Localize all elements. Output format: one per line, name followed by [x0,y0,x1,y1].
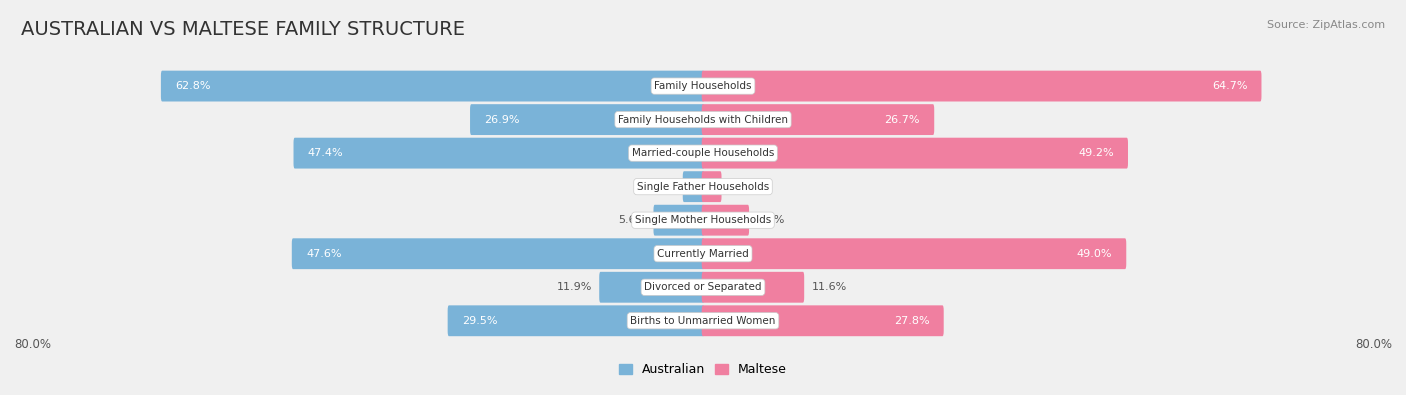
FancyBboxPatch shape [702,305,943,336]
Text: 64.7%: 64.7% [1212,81,1247,91]
FancyBboxPatch shape [294,138,704,169]
Text: 5.6%: 5.6% [617,215,647,225]
FancyBboxPatch shape [13,154,1393,216]
FancyBboxPatch shape [13,188,1393,250]
Text: Source: ZipAtlas.com: Source: ZipAtlas.com [1267,20,1385,30]
FancyBboxPatch shape [702,171,721,202]
Text: Family Households: Family Households [654,81,752,91]
FancyBboxPatch shape [702,272,804,303]
Text: 11.6%: 11.6% [811,282,846,292]
Text: Currently Married: Currently Married [657,249,749,259]
FancyBboxPatch shape [13,190,1393,251]
Legend: Australian, Maltese: Australian, Maltese [617,361,789,379]
FancyBboxPatch shape [13,54,1393,116]
Text: Married-couple Households: Married-couple Households [631,148,775,158]
FancyBboxPatch shape [13,156,1393,218]
FancyBboxPatch shape [654,205,704,235]
FancyBboxPatch shape [13,56,1393,117]
Text: 80.0%: 80.0% [14,339,51,352]
FancyBboxPatch shape [292,238,704,269]
Text: 5.2%: 5.2% [756,215,785,225]
Text: 29.5%: 29.5% [461,316,498,326]
Text: 47.6%: 47.6% [307,249,342,259]
FancyBboxPatch shape [702,238,1126,269]
FancyBboxPatch shape [447,305,704,336]
FancyBboxPatch shape [13,222,1393,283]
FancyBboxPatch shape [702,71,1261,102]
FancyBboxPatch shape [702,138,1128,169]
FancyBboxPatch shape [599,272,704,303]
Text: AUSTRALIAN VS MALTESE FAMILY STRUCTURE: AUSTRALIAN VS MALTESE FAMILY STRUCTURE [21,20,465,39]
Text: Single Mother Households: Single Mother Households [636,215,770,225]
FancyBboxPatch shape [160,71,704,102]
Text: 80.0%: 80.0% [1355,339,1392,352]
FancyBboxPatch shape [470,104,704,135]
FancyBboxPatch shape [13,255,1393,317]
FancyBboxPatch shape [683,171,704,202]
Text: 11.9%: 11.9% [557,282,592,292]
Text: 49.2%: 49.2% [1078,148,1114,158]
FancyBboxPatch shape [13,223,1393,285]
Text: 26.9%: 26.9% [484,115,520,124]
Text: 27.8%: 27.8% [894,316,929,326]
FancyBboxPatch shape [13,89,1393,151]
FancyBboxPatch shape [702,104,934,135]
Text: 2.0%: 2.0% [728,182,758,192]
Text: 47.4%: 47.4% [308,148,343,158]
FancyBboxPatch shape [13,122,1393,184]
FancyBboxPatch shape [702,205,749,235]
Text: 26.7%: 26.7% [884,115,920,124]
Text: Births to Unmarried Women: Births to Unmarried Women [630,316,776,326]
Text: Single Father Households: Single Father Households [637,182,769,192]
FancyBboxPatch shape [13,121,1393,182]
Text: 2.2%: 2.2% [647,182,675,192]
Text: 62.8%: 62.8% [176,81,211,91]
Text: Family Households with Children: Family Households with Children [619,115,787,124]
FancyBboxPatch shape [13,290,1393,352]
Text: 49.0%: 49.0% [1077,249,1112,259]
FancyBboxPatch shape [13,257,1393,318]
FancyBboxPatch shape [13,289,1393,350]
Text: Divorced or Separated: Divorced or Separated [644,282,762,292]
FancyBboxPatch shape [13,87,1393,149]
